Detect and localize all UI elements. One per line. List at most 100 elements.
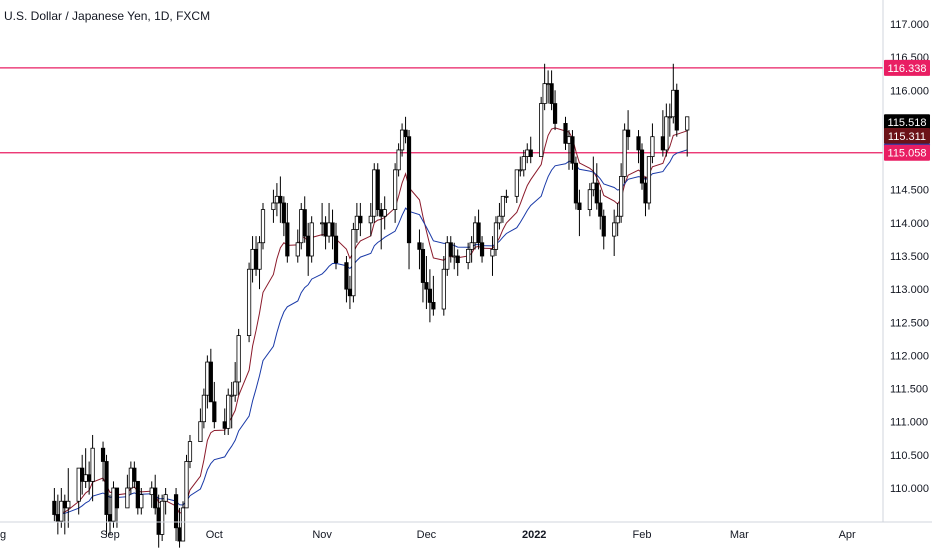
y-tick-label: 111.000 [890,417,928,429]
candle-body [518,169,523,172]
candle-body [59,500,64,522]
candle-body [466,248,471,264]
candle-body [208,361,213,403]
candle-body [566,136,572,144]
candle-body [424,282,429,290]
candle-body [253,248,259,270]
candle [132,461,137,488]
candle-body [417,242,422,250]
candle [278,176,283,223]
candle-body [80,467,85,482]
candle-body [563,123,568,144]
candle-body [229,394,234,397]
chart-title: U.S. Dollar / Japanese Yen, 1D, FXCM [4,9,211,23]
candle [674,83,679,137]
candle-body [302,209,307,237]
candle-body [100,447,106,462]
candle [375,163,380,217]
candle-body [205,361,210,396]
candle [539,96,544,157]
candle-body [66,500,71,509]
candle [448,236,453,263]
candle [427,269,432,323]
candle-body [222,421,227,429]
candle-body [271,202,276,211]
candles [52,63,690,548]
candle [180,501,186,542]
candle-body [285,222,290,257]
candle [226,388,231,435]
candle [594,163,599,210]
candle [431,275,436,316]
candle-body [549,83,554,104]
candle [685,116,690,157]
candle-body [306,235,311,257]
price-axis[interactable]: 117.000116.500116.000115.500115.000114.5… [890,19,929,495]
candle-body [87,474,92,482]
candle [420,242,426,303]
candle-body [445,242,450,270]
candle [399,123,405,157]
price-badge-label: 116.338 [888,63,927,75]
candle-body [406,136,412,244]
candle-body [323,222,328,237]
candle-body [52,500,57,515]
candle [403,116,408,144]
candle-body [615,215,620,224]
candle-body [504,195,509,198]
candle-body [525,149,530,157]
candle-body [382,209,387,217]
candle [577,189,582,237]
candle [368,202,373,237]
candle-body [646,156,652,204]
candle [563,116,568,150]
candle [184,454,189,509]
time-axis[interactable]: g Sep Oct Nov Dec 2022 Feb Mar Apr [0,529,856,541]
candle [333,222,339,270]
candle-body [226,394,231,429]
candle [111,481,116,528]
y-tick-label: 116.500 [890,52,929,64]
candle [406,130,412,270]
candle-body [295,242,300,257]
candle-body [431,301,436,310]
candle [173,488,179,542]
candle [650,123,655,164]
candle-body [274,195,280,204]
candle-body [250,248,255,270]
candle [528,136,533,164]
candle-body [542,83,547,104]
candle [66,468,71,528]
candle-body [104,461,109,515]
candle [552,90,558,131]
price-badge: 116.338 [884,59,930,76]
y-tick-label: 114.500 [890,185,929,197]
candle-body [309,222,314,257]
candle [229,381,234,429]
candle-body [173,494,179,529]
candle [497,202,502,230]
candle [114,487,120,528]
candle-body [201,394,206,423]
candle-body [139,494,144,509]
candle [236,328,241,396]
y-tick-label: 113.500 [890,251,929,263]
candle-body [570,136,575,164]
candle-body [212,401,217,423]
candle [100,441,106,482]
price-badge-bg [884,114,930,131]
candle [299,202,304,250]
candle [664,103,669,157]
candle [646,156,652,210]
price-badge-label: 115.518 [888,117,927,129]
candle-body [333,235,339,264]
candle [125,474,130,509]
price-badge-bg [884,144,930,161]
horizontal-lines [0,67,883,154]
candle [163,488,168,515]
candle-body [452,255,457,258]
candle [542,63,547,111]
x-tick-label: Nov [312,529,332,541]
candle-body [111,487,116,522]
